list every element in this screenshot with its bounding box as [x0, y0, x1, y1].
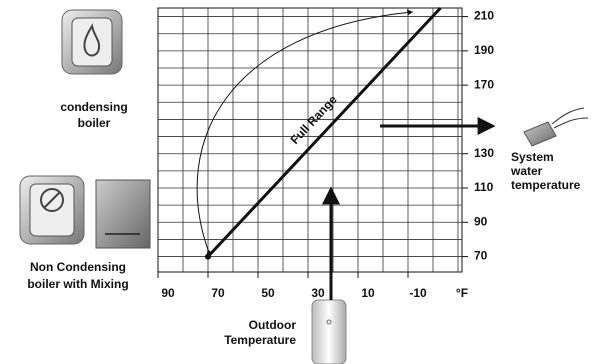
y-tick-label: 90 — [474, 214, 488, 228]
x-unit: °F — [456, 286, 468, 300]
x-tick-label: 30 — [311, 286, 325, 300]
x-tick-label: 90 — [161, 286, 175, 300]
plot-frame — [158, 8, 462, 272]
y-tick-label: 70 — [474, 249, 488, 263]
y-tick-label: 130 — [474, 146, 494, 160]
condensing-boiler-icon — [62, 10, 122, 74]
outdoor-label: Outdoor — [249, 318, 297, 332]
reset-line — [208, 8, 441, 257]
x-tick-label: 50 — [261, 286, 275, 300]
x-tick-label: -10 — [409, 286, 427, 300]
start-point — [205, 254, 211, 260]
system-water-label: water — [510, 164, 543, 178]
non-condensing-label: Non Condensing — [30, 260, 126, 274]
condensing-label: boiler — [78, 116, 111, 130]
x-tick-label: 10 — [361, 286, 375, 300]
non-condensing-boiler-icon — [20, 176, 84, 244]
condensing-label: condensing — [60, 100, 127, 114]
y-tick-label: 190 — [474, 43, 494, 57]
y-tick-label: 210 — [474, 9, 494, 23]
outdoor-label: Temperature — [224, 333, 296, 347]
water-sensor-icon — [524, 108, 588, 146]
x-tick-label: 70 — [211, 286, 225, 300]
y-tick-label: 170 — [474, 77, 494, 91]
system-water-label: temperature — [511, 178, 581, 192]
y-tick-label: 110 — [474, 180, 494, 194]
mixing-device-icon — [96, 180, 150, 248]
outdoor-sensor-icon — [312, 300, 346, 364]
non-condensing-label: boiler with Mixing — [27, 277, 128, 291]
system-water-label: System — [511, 150, 554, 164]
reset-chart: 70901101301701902109070503010-10°FFull R… — [0, 0, 612, 364]
